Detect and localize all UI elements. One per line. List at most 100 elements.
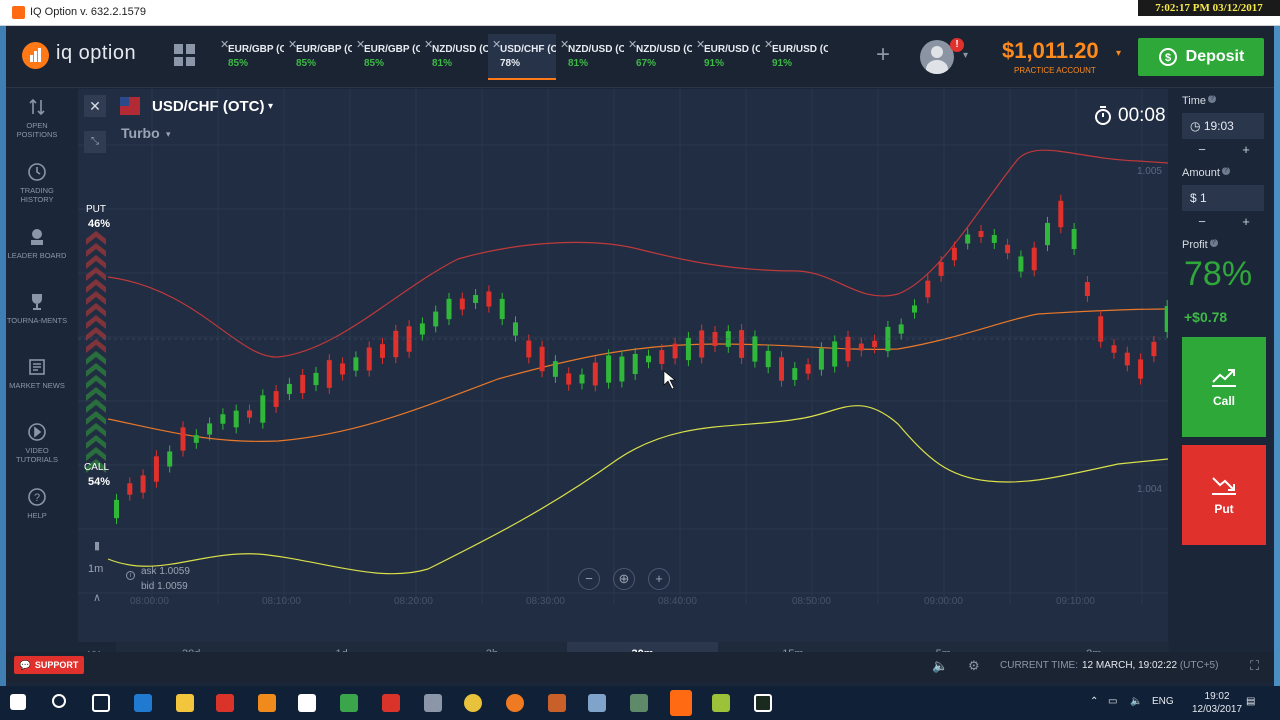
- sentiment-bar-segment: [86, 435, 106, 449]
- edge-icon[interactable]: [134, 694, 152, 712]
- candle: [592, 362, 598, 386]
- candle: [951, 247, 957, 261]
- flash-icon[interactable]: [382, 694, 400, 712]
- windows-start-icon[interactable]: [10, 694, 26, 710]
- close-tab-icon[interactable]: ✕: [424, 39, 434, 51]
- app-icon[interactable]: [340, 694, 358, 712]
- tray-chevron-icon[interactable]: ⌃: [1090, 696, 1099, 707]
- taskbar-clock[interactable]: 19:02 12/03/2017: [1192, 690, 1242, 716]
- close-tab-icon[interactable]: ✕: [492, 39, 502, 51]
- firefox-icon[interactable]: [506, 694, 524, 712]
- notification-badge[interactable]: !: [950, 38, 964, 52]
- grid-menu-icon[interactable]: [174, 44, 196, 66]
- notifications-icon[interactable]: ▤: [1246, 696, 1256, 707]
- search-icon[interactable]: [52, 694, 66, 708]
- explorer-icon[interactable]: [176, 694, 194, 712]
- asset-selector[interactable]: USD/CHF (OTC): [152, 98, 265, 115]
- chart-type-icon[interactable]: ▮: [93, 540, 101, 552]
- volume-icon[interactable]: 🔈: [932, 658, 949, 673]
- asset-tab[interactable]: ✕NZD/USD (OTC) 67%: [624, 34, 692, 80]
- vlc-icon[interactable]: [258, 694, 276, 712]
- recenter-button[interactable]: ⊕: [613, 568, 635, 590]
- sidebar-item-help[interactable]: ? HELP: [6, 479, 68, 544]
- asset-tab[interactable]: ✕USD/CHF (OTC) 78%: [488, 34, 556, 80]
- sidebar-item-tournaments[interactable]: TOURNA-MENTS: [6, 284, 68, 349]
- time-increase-button[interactable]: +: [1242, 142, 1250, 157]
- iq-option-taskbar-icon[interactable]: [670, 690, 692, 716]
- chrome-icon[interactable]: [464, 694, 482, 712]
- sidebar-item-open-positions[interactable]: OPEN POSITIONS: [6, 89, 68, 154]
- volume-icon[interactable]: 🔈: [1130, 696, 1143, 707]
- tab-label: NZD/USD (OTC): [568, 44, 624, 55]
- flash-icon[interactable]: [216, 694, 234, 712]
- asset-tab[interactable]: ✕EUR/GBP (OTC) 85%: [216, 34, 284, 80]
- mouse-cursor: [663, 370, 676, 390]
- expiry-time-field[interactable]: ◷ 19:03: [1182, 113, 1264, 139]
- close-icon[interactable]: ✕: [84, 95, 106, 117]
- sidebar-item-video-tutorials[interactable]: VIDEO TUTORIALS: [6, 414, 68, 479]
- time-decrease-button[interactable]: −: [1198, 142, 1206, 157]
- avatar[interactable]: [920, 40, 954, 74]
- sidebar-item-market-news[interactable]: MARKET NEWS: [6, 349, 68, 414]
- asset-tab[interactable]: ✕EUR/GBP (OTC) 85%: [284, 34, 352, 80]
- close-tab-icon[interactable]: ✕: [220, 39, 230, 51]
- app-icon[interactable]: [630, 694, 648, 712]
- candle-timeframe[interactable]: 1m: [88, 563, 104, 575]
- deposit-button[interactable]: $ Deposit: [1138, 38, 1264, 76]
- drawing-tool-icon[interactable]: ∧: [92, 592, 102, 604]
- amount-field[interactable]: $ 1: [1182, 185, 1264, 211]
- app-icon[interactable]: [548, 694, 566, 712]
- chevron-down-icon[interactable]: ▾: [1116, 48, 1122, 59]
- put-button[interactable]: Put: [1182, 445, 1266, 545]
- tab-payout: 91%: [704, 58, 725, 69]
- close-tab-icon[interactable]: ✕: [560, 39, 570, 51]
- app-icon[interactable]: [588, 694, 606, 712]
- amount-increase-button[interactable]: +: [1242, 214, 1250, 229]
- app-icon[interactable]: [424, 694, 442, 712]
- network-icon[interactable]: ▭: [1108, 696, 1118, 707]
- close-tab-icon[interactable]: ✕: [764, 39, 774, 51]
- logo-text[interactable]: iq option: [56, 42, 137, 64]
- close-tab-icon[interactable]: ✕: [696, 39, 706, 51]
- close-tab-icon[interactable]: ✕: [356, 39, 366, 51]
- gear-icon[interactable]: ⚙: [968, 658, 980, 673]
- mode-selector[interactable]: Turbo: [121, 125, 160, 141]
- zoom-out-button[interactable]: −: [578, 568, 600, 590]
- app-icon[interactable]: [754, 694, 772, 712]
- zoom-in-button[interactable]: +: [648, 568, 670, 590]
- call-button[interactable]: Call: [1182, 337, 1266, 437]
- time-axis-label: 08:00:00: [130, 596, 169, 607]
- sidebar-item-leader-board[interactable]: LEADER BOARD: [6, 219, 68, 284]
- app-icon[interactable]: [712, 694, 730, 712]
- price-chart[interactable]: ✕ ⤡ USD/CHF (OTC) ▾ Turbo ▾ 00:08 PUT 46…: [78, 89, 1168, 642]
- chevron-down-icon[interactable]: ▾: [963, 50, 969, 61]
- chevron-down-icon[interactable]: ▾: [166, 129, 171, 139]
- candle: [233, 410, 239, 428]
- tab-label: NZD/USD (OTC): [636, 44, 692, 55]
- balance-amount[interactable]: $1,011.20: [1002, 38, 1099, 63]
- asset-tab[interactable]: ✕NZD/USD (OTC) 81%: [420, 34, 488, 80]
- fullscreen-icon[interactable]: ⛶: [1250, 658, 1260, 673]
- support-button[interactable]: 💬 SUPPORT: [14, 656, 84, 674]
- amount-decrease-button[interactable]: −: [1198, 214, 1206, 229]
- asset-tab[interactable]: ✕EUR/USD (OTC) 91%: [760, 34, 828, 80]
- iq-logo-icon[interactable]: [22, 42, 49, 69]
- help-icon[interactable]: ?: [1221, 167, 1230, 175]
- collapse-icon[interactable]: ⤡: [84, 131, 106, 153]
- candlestick-chart[interactable]: [78, 89, 1168, 642]
- close-tab-icon[interactable]: ✕: [628, 39, 638, 51]
- store-icon[interactable]: [298, 694, 316, 712]
- time-axis-label: 08:20:00: [394, 596, 433, 607]
- asset-tab[interactable]: ✕NZD/USD (OTC) 81%: [556, 34, 624, 80]
- task-view-icon[interactable]: [92, 694, 110, 712]
- sidebar-item-trading-history[interactable]: TRADING HISTORY: [6, 154, 68, 219]
- language-indicator[interactable]: ENG: [1152, 696, 1174, 707]
- asset-tab[interactable]: ✕EUR/GBP (OTC) 85%: [352, 34, 420, 80]
- asset-tab[interactable]: ✕EUR/USD (OTC) 91%: [692, 34, 760, 80]
- help-icon[interactable]: ?: [1209, 239, 1218, 247]
- add-tab-button[interactable]: +: [876, 41, 891, 68]
- close-tab-icon[interactable]: ✕: [288, 39, 298, 51]
- chevron-down-icon[interactable]: ▾: [268, 101, 274, 112]
- info-icon[interactable]: i: [126, 571, 135, 580]
- help-icon[interactable]: ?: [1208, 95, 1217, 103]
